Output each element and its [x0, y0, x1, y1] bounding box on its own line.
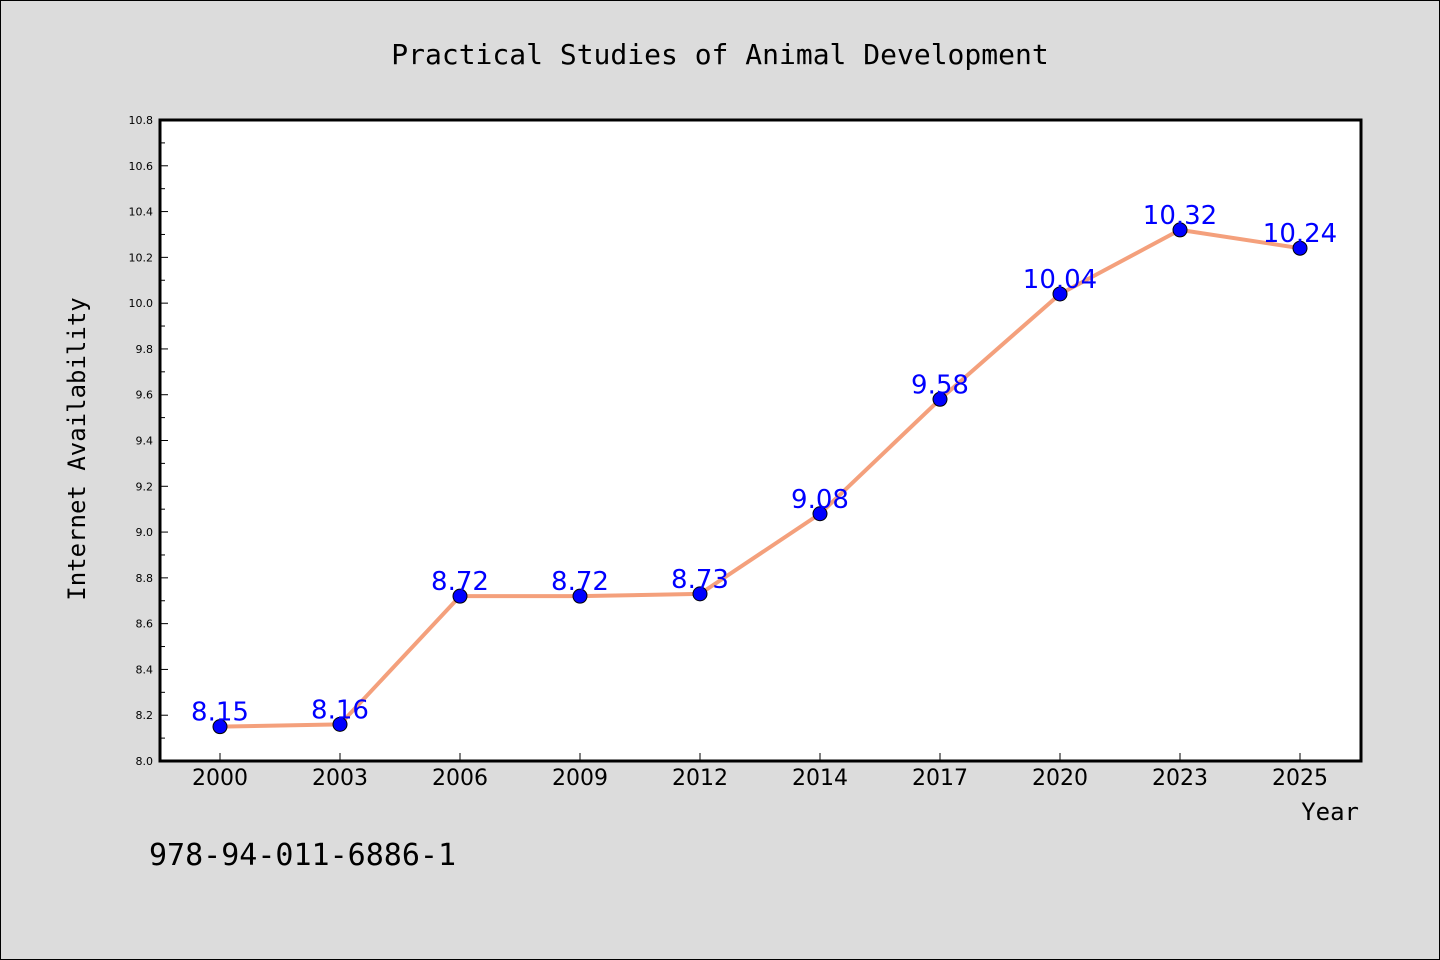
x-tick-label: 2009 [552, 766, 608, 791]
y-tick-label: 8.8 [136, 572, 154, 585]
y-tick-label: 10.6 [129, 160, 154, 173]
y-tick-label: 9.2 [136, 480, 154, 493]
data-label: 10.04 [1023, 265, 1097, 295]
y-tick-label: 9.0 [136, 526, 154, 539]
x-axis-label: Year [1301, 798, 1359, 826]
data-label: 8.16 [311, 695, 369, 725]
y-tick-label: 10.4 [129, 206, 154, 219]
data-label: 8.72 [431, 567, 489, 597]
y-tick-label: 10.2 [129, 251, 154, 264]
data-point [1172, 222, 1188, 238]
data-label: 8.73 [671, 565, 729, 595]
y-tick-label: 8.6 [136, 618, 154, 631]
data-point [572, 588, 588, 604]
data-label: 10.32 [1143, 201, 1217, 231]
y-tick-label: 10.8 [129, 114, 154, 127]
data-point [332, 716, 348, 732]
y-tick-label: 8.4 [136, 663, 154, 676]
y-tick-label: 8.2 [136, 709, 154, 722]
data-point [452, 588, 468, 604]
y-tick-label: 9.6 [136, 389, 154, 402]
data-point [692, 586, 708, 602]
y-tick-label: 8.0 [136, 755, 154, 768]
x-tick-label: 2012 [672, 766, 728, 791]
data-point [1292, 240, 1308, 256]
y-tick-label: 10.0 [129, 297, 154, 310]
series-line [219, 227, 1301, 729]
x-tick-label: 2023 [1152, 766, 1208, 791]
data-label: 9.58 [911, 370, 969, 400]
x-tick-label: 2025 [1272, 766, 1328, 791]
x-tick-label: 2006 [432, 766, 488, 791]
chart-title: Practical Studies of Animal Development [391, 38, 1048, 71]
x-tick-label: 2014 [792, 766, 848, 791]
y-tick-label: 9.8 [136, 343, 154, 356]
x-tick-label: 2017 [912, 766, 968, 791]
data-label: 8.15 [191, 698, 249, 728]
y-tick-label: 9.4 [136, 435, 154, 448]
data-point [212, 719, 228, 735]
y-axis-label: Internet Availability [63, 297, 91, 600]
data-point [932, 391, 948, 407]
plot-area: 8.0 8.2 8.4 8.6 8.8 9.0 9.2 9.4 9.6 9.8 10.0 10.2 10… [129, 114, 1363, 791]
plot-frame [158, 118, 1363, 763]
data-label: 8.72 [551, 567, 609, 597]
isbn-annotation: 978-94-011-6886-1 [149, 838, 456, 873]
data-point [1052, 286, 1068, 302]
x-tick-label: 2020 [1032, 766, 1088, 791]
data-point [812, 506, 828, 522]
x-tick-label: 2000 [192, 766, 248, 791]
x-tick-label: 2003 [312, 766, 368, 791]
data-label: 9.08 [791, 485, 849, 515]
data-label: 10.24 [1263, 219, 1337, 249]
